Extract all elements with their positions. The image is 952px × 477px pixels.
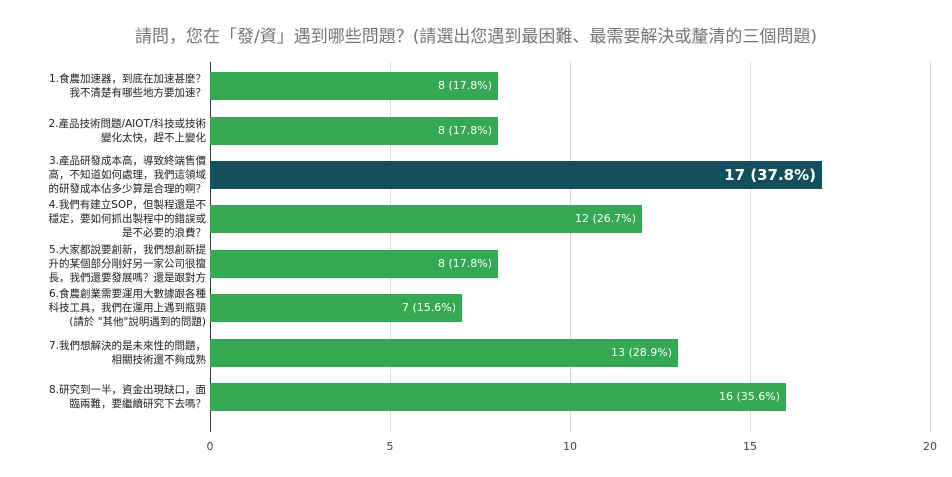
category-label-line: 6.食農創業需要運用大數據跟各種 [48,288,206,300]
category-label-line: 3.產品研發成本高，導致終端售價 [48,155,206,167]
x-tick-label: 15 [743,440,757,453]
gridline [750,62,751,432]
x-tick-label: 20 [923,440,937,453]
bar [210,117,498,145]
category-label-line: 是不必要的浪費？ [122,227,206,239]
data-label: 16 (35.6%) [718,390,780,403]
category-label: 5.大家都說要創新，我們想創新提 升的某個部分剛好另一家公司很擅 長，我們還要發展嗎… [6,243,207,285]
data-label: 17 (37.8%) [724,166,816,184]
category-label-line: 4.我們有建立SOP，但製程還是不 [48,199,206,211]
bar [210,161,822,189]
category-label-line: (請於 "其他"說明遇到的問題) [69,316,206,328]
data-label: 8 (17.8%) [437,257,492,270]
category-label-line: 臨兩難，要繼續研究下去嗎？ [69,398,207,410]
bar [210,250,498,278]
category-label-line: 2.產品技術問題/AIOT/科技或技術 [48,118,206,130]
category-label: 3.產品研發成本高，導致終端售價 高，不知道如何處理，我們這領域 的研發成本佔多少算… [6,154,207,196]
category-label: 4.我們有建立SOP，但製程還是不 穩定，要如何抓出製程中的錯誤或是不必要的浪費？ [6,198,207,240]
data-label: 8 (17.8%) [437,124,492,137]
category-label: 2.產品技術問題/AIOT/科技或技術變化太快，趕不上變化 [6,117,206,145]
category-label-line: 變化太快，趕不上變化 [101,132,206,144]
category-label-line: 5.大家都說要創新，我們想創新提 [48,244,206,256]
category-label: 8.研究到一半，資金出現缺口，面臨兩難，要繼續研究下去嗎？ [6,383,206,411]
category-label: 7.我們想解決的是未來性的問題， 相關技術還不夠成熟 [6,339,206,367]
category-label-line: 7.我們想解決的是未來性的問題， [48,340,206,352]
gridline [930,62,931,432]
chart-title: 請問，您在「發/資」遇到哪些問題？(請選出您遇到最困難、最需要解決或釐清的三個問… [135,27,817,47]
data-label: 12 (26.7%) [574,212,636,225]
x-tick-label: 10 [563,440,577,453]
category-label-line: 高，不知道如何處理，我們這領域 [48,169,207,181]
bar [210,383,786,411]
gridline [210,62,211,432]
bar [210,205,642,233]
data-label: 7 (15.6%) [401,301,456,314]
category-label: 6.食農創業需要運用大數據跟各種 科技工具，我們在運用上遇到瓶頸 (請於 "其他"說… [6,287,207,329]
bar [210,339,678,367]
category-label-line: 8.研究到一半，資金出現缺口，面 [48,384,206,396]
category-label-line: 長，我們還要發展嗎？還是跟對方 [48,272,207,284]
category-label-line: 1.食農加速器，到底在加速甚麼？ [48,73,206,85]
gridline [570,62,571,432]
data-label: 8 (17.8%) [437,79,492,92]
data-label: 13 (28.9%) [610,346,672,359]
category-label-line: 穩定，要如何抓出製程中的錯誤或 [48,213,207,225]
category-label-line: 我不清楚有哪些地方要加速？ [69,87,207,99]
x-tick-label: 0 [206,440,214,453]
category-label-line: 升的某個部分剛好另一家公司很擅 [48,258,207,270]
category-label-line: 相關技術還不夠成熟 [111,354,207,366]
category-label-line: 科技工具，我們在運用上遇到瓶頸 [48,302,207,314]
category-label-line: 的研發成本佔多少算是合理的啊？ [48,183,207,195]
category-label: 1.食農加速器，到底在加速甚麼？ 我不清楚有哪些地方要加速？ [6,72,206,100]
gridline [390,62,391,432]
bar [210,72,498,100]
bar [210,294,462,322]
x-tick-label: 5 [386,440,394,453]
